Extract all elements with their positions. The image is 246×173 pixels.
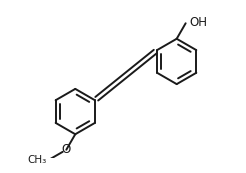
Text: O: O: [62, 143, 71, 156]
Text: OH: OH: [189, 16, 207, 29]
Text: CH₃: CH₃: [28, 155, 47, 165]
